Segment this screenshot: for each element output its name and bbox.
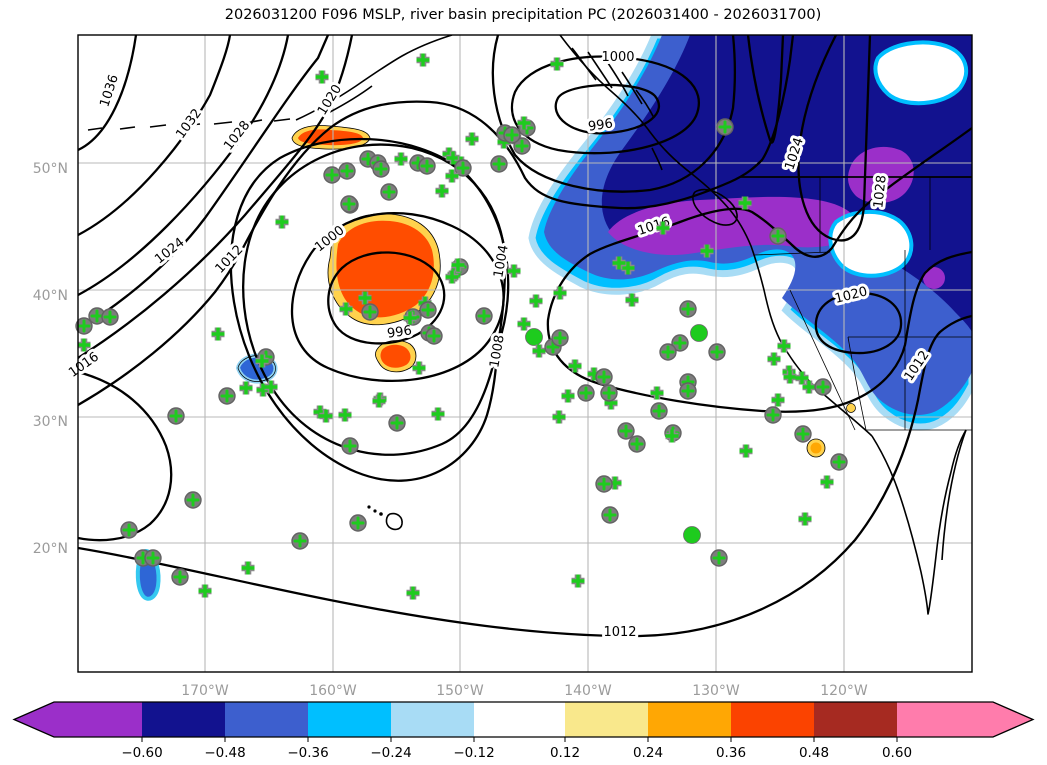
station-marker-circle bbox=[709, 344, 725, 360]
colorbar-segment bbox=[142, 702, 225, 737]
station-marker-circle bbox=[601, 385, 617, 401]
lat-tick-label: 50°N bbox=[33, 161, 68, 177]
station-marker-circle bbox=[578, 385, 594, 401]
colorbar-segment bbox=[474, 702, 565, 737]
lat-tick-label: 20°N bbox=[33, 541, 68, 557]
weather-map-figure: 2026031200 F096 MSLP, river basin precip… bbox=[0, 0, 1047, 765]
station-marker-circle bbox=[145, 550, 161, 566]
lon-tick-label: 170°W bbox=[181, 683, 229, 699]
lat-tick-label: 40°N bbox=[33, 288, 68, 304]
station-marker-circle bbox=[339, 163, 355, 179]
station-marker-circle bbox=[342, 438, 358, 454]
station-marker-circle bbox=[711, 550, 727, 566]
station-marker-circle bbox=[362, 304, 378, 320]
colorbar-segment bbox=[225, 702, 308, 737]
station-marker-circle bbox=[168, 408, 184, 424]
station-marker-circle bbox=[381, 184, 397, 200]
colorbar-tick-label: −0.12 bbox=[453, 745, 494, 761]
lat-tick-label: 30°N bbox=[33, 414, 68, 430]
station-marker-circle bbox=[420, 302, 436, 318]
isobar-label: 1000 bbox=[601, 50, 634, 65]
station-marker-circle bbox=[680, 383, 696, 399]
station-marker-circle bbox=[596, 369, 612, 385]
station-marker-circle bbox=[102, 309, 118, 325]
colorbar-tick-label: −0.36 bbox=[287, 745, 328, 761]
colorbar-segment bbox=[308, 702, 391, 737]
mslp-precip-chart: 2026031200 F096 MSLP, river basin precip… bbox=[0, 0, 1047, 765]
lon-tick-label: 130°W bbox=[692, 683, 740, 699]
station-marker-circle bbox=[292, 533, 308, 549]
colorbar-tick-label: −0.24 bbox=[370, 745, 411, 761]
station-marker-circle bbox=[185, 492, 201, 508]
station-marker-circle bbox=[552, 330, 568, 346]
colorbar-segment bbox=[814, 702, 897, 737]
colorbar-tick-label: 0.24 bbox=[633, 745, 663, 761]
colorbar-tick-label: 0.36 bbox=[716, 745, 746, 761]
colorbar-tick-label: 0.12 bbox=[550, 745, 580, 761]
colorbar-segment bbox=[565, 702, 648, 737]
colorbar-tick-label: −0.48 bbox=[204, 745, 245, 761]
station-marker-circle bbox=[324, 167, 340, 183]
station-marker-circle bbox=[219, 388, 235, 404]
colorbar-segment bbox=[731, 702, 814, 737]
colorbar-segment bbox=[391, 702, 474, 737]
colorbar-segment bbox=[648, 702, 731, 737]
station-marker-green bbox=[691, 325, 708, 342]
station-marker-circle bbox=[795, 426, 811, 442]
station-marker-circle bbox=[419, 158, 435, 174]
station-marker-circle bbox=[172, 569, 188, 585]
station-marker-circle bbox=[717, 119, 733, 135]
station-marker-circle bbox=[121, 522, 137, 538]
station-marker-circle bbox=[770, 228, 786, 244]
station-marker-green bbox=[684, 527, 701, 544]
station-marker-circle bbox=[476, 308, 492, 324]
colorbar-tick-label: 0.60 bbox=[882, 745, 912, 761]
station-marker-circle bbox=[504, 127, 520, 143]
station-marker-circle bbox=[618, 423, 634, 439]
precip-hole-idaho bbox=[830, 212, 911, 276]
station-marker-circle bbox=[602, 507, 618, 523]
lon-tick-label: 160°W bbox=[309, 683, 357, 699]
station-marker-green bbox=[526, 329, 543, 346]
station-marker-circle bbox=[815, 379, 831, 395]
colorbar-tick-label: 0.48 bbox=[799, 745, 829, 761]
station-marker-circle bbox=[629, 436, 645, 452]
station-marker-circle bbox=[426, 328, 442, 344]
station-marker-circle bbox=[341, 196, 357, 212]
chart-title: 2026031200 F096 MSLP, river basin precip… bbox=[225, 7, 821, 23]
station-marker-circle bbox=[831, 454, 847, 470]
station-marker-circle bbox=[491, 156, 507, 172]
isobar-label: 1012 bbox=[603, 625, 636, 640]
colorbar-extend-left bbox=[14, 702, 142, 737]
precip-hole-bc bbox=[875, 42, 966, 103]
station-marker-circle bbox=[596, 476, 612, 492]
lon-tick-label: 150°W bbox=[436, 683, 484, 699]
station-marker-circle bbox=[765, 407, 781, 423]
colorbar-tick-label: −0.60 bbox=[121, 745, 162, 761]
station-marker-circle bbox=[651, 403, 667, 419]
station-marker-circle bbox=[350, 515, 366, 531]
lon-tick-label: 120°W bbox=[820, 683, 868, 699]
precip-colorbar: −0.60 −0.48 −0.36 −0.24 −0.12 0.12 0.24 0.36 0.4… bbox=[14, 702, 1033, 761]
station-marker-circle bbox=[373, 161, 389, 177]
station-marker-circle bbox=[680, 301, 696, 317]
colorbar-extend-right bbox=[897, 702, 1033, 737]
station-marker-circle bbox=[389, 415, 405, 431]
station-marker-circle bbox=[660, 344, 676, 360]
lon-tick-label: 140°W bbox=[564, 683, 612, 699]
